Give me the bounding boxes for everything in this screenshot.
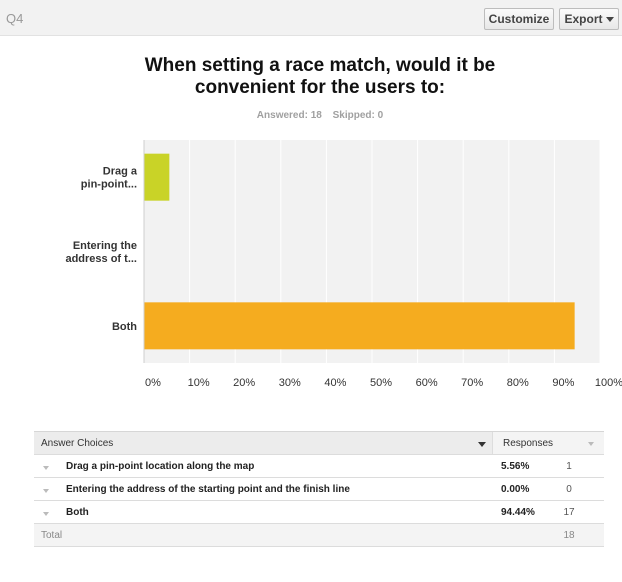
chevron-down-icon: [605, 17, 614, 23]
response-percent: 94.44%: [501, 507, 535, 518]
x-tick-label: 30%: [279, 377, 301, 389]
total-label: Total: [41, 530, 63, 541]
x-tick-label: 80%: [507, 377, 529, 389]
answered-count: Answered: 18: [256, 110, 322, 121]
sort-icon: [588, 442, 594, 446]
table-row: Entering the address of the starting poi…: [34, 478, 604, 501]
choice-label: Both: [66, 507, 89, 518]
responses-header[interactable]: Responses: [492, 432, 604, 454]
x-tick-label: 70%: [461, 377, 483, 389]
table-row: Both 94.44% 17: [34, 501, 604, 524]
category-label: Entering the address of t...: [65, 240, 137, 265]
bar: [144, 302, 575, 350]
response-percent: 5.56%: [501, 461, 530, 472]
response-count: 1: [566, 461, 572, 472]
expand-icon[interactable]: [43, 466, 49, 470]
x-tick-label: 40%: [324, 377, 346, 389]
x-tick-label: 20%: [233, 377, 255, 389]
bar: [144, 153, 170, 201]
x-tick-label: 0%: [145, 377, 161, 389]
choice-label: Entering the address of the starting poi…: [66, 484, 350, 495]
x-tick-label: 50%: [370, 377, 392, 389]
x-tick-label: 100%: [595, 377, 622, 389]
response-percent: 0.00%: [501, 484, 530, 495]
response-count: 0: [566, 484, 572, 495]
expand-icon[interactable]: [43, 489, 49, 493]
response-count: 17: [563, 507, 575, 518]
x-tick-label: 60%: [416, 377, 438, 389]
table-row: Drag a pin-point location along the map …: [34, 455, 604, 478]
responses-header-label: Responses: [503, 438, 554, 449]
category-label: Drag a pin-point...: [81, 166, 138, 191]
question-header-bar: Q4 Customize Export: [0, 0, 622, 36]
table-total-row: Total 18: [34, 524, 604, 547]
x-tick-label: 10%: [188, 377, 210, 389]
choice-label: Drag a pin-point location along the map: [66, 461, 255, 472]
export-label: Export: [564, 12, 603, 26]
export-button[interactable]: Export: [559, 8, 619, 30]
response-stats: Answered: 18 Skipped: 0: [0, 110, 622, 121]
total-count: 18: [563, 530, 575, 541]
customize-button[interactable]: Customize: [484, 8, 554, 30]
table-header-row: Answer Choices Responses: [34, 431, 604, 455]
expand-icon[interactable]: [43, 512, 49, 516]
skipped-count: Skipped: 0: [332, 110, 384, 121]
x-tick-label: 90%: [552, 377, 574, 389]
question-number: Q4: [6, 11, 24, 26]
answer-choices-header[interactable]: Answer Choices: [41, 438, 114, 449]
category-label: Both: [112, 321, 137, 333]
sort-down-icon[interactable]: [478, 442, 486, 447]
answer-table: Answer Choices Responses Drag a pin-poin…: [34, 431, 604, 547]
chart-title: When setting a race match, would it be c…: [144, 55, 496, 98]
